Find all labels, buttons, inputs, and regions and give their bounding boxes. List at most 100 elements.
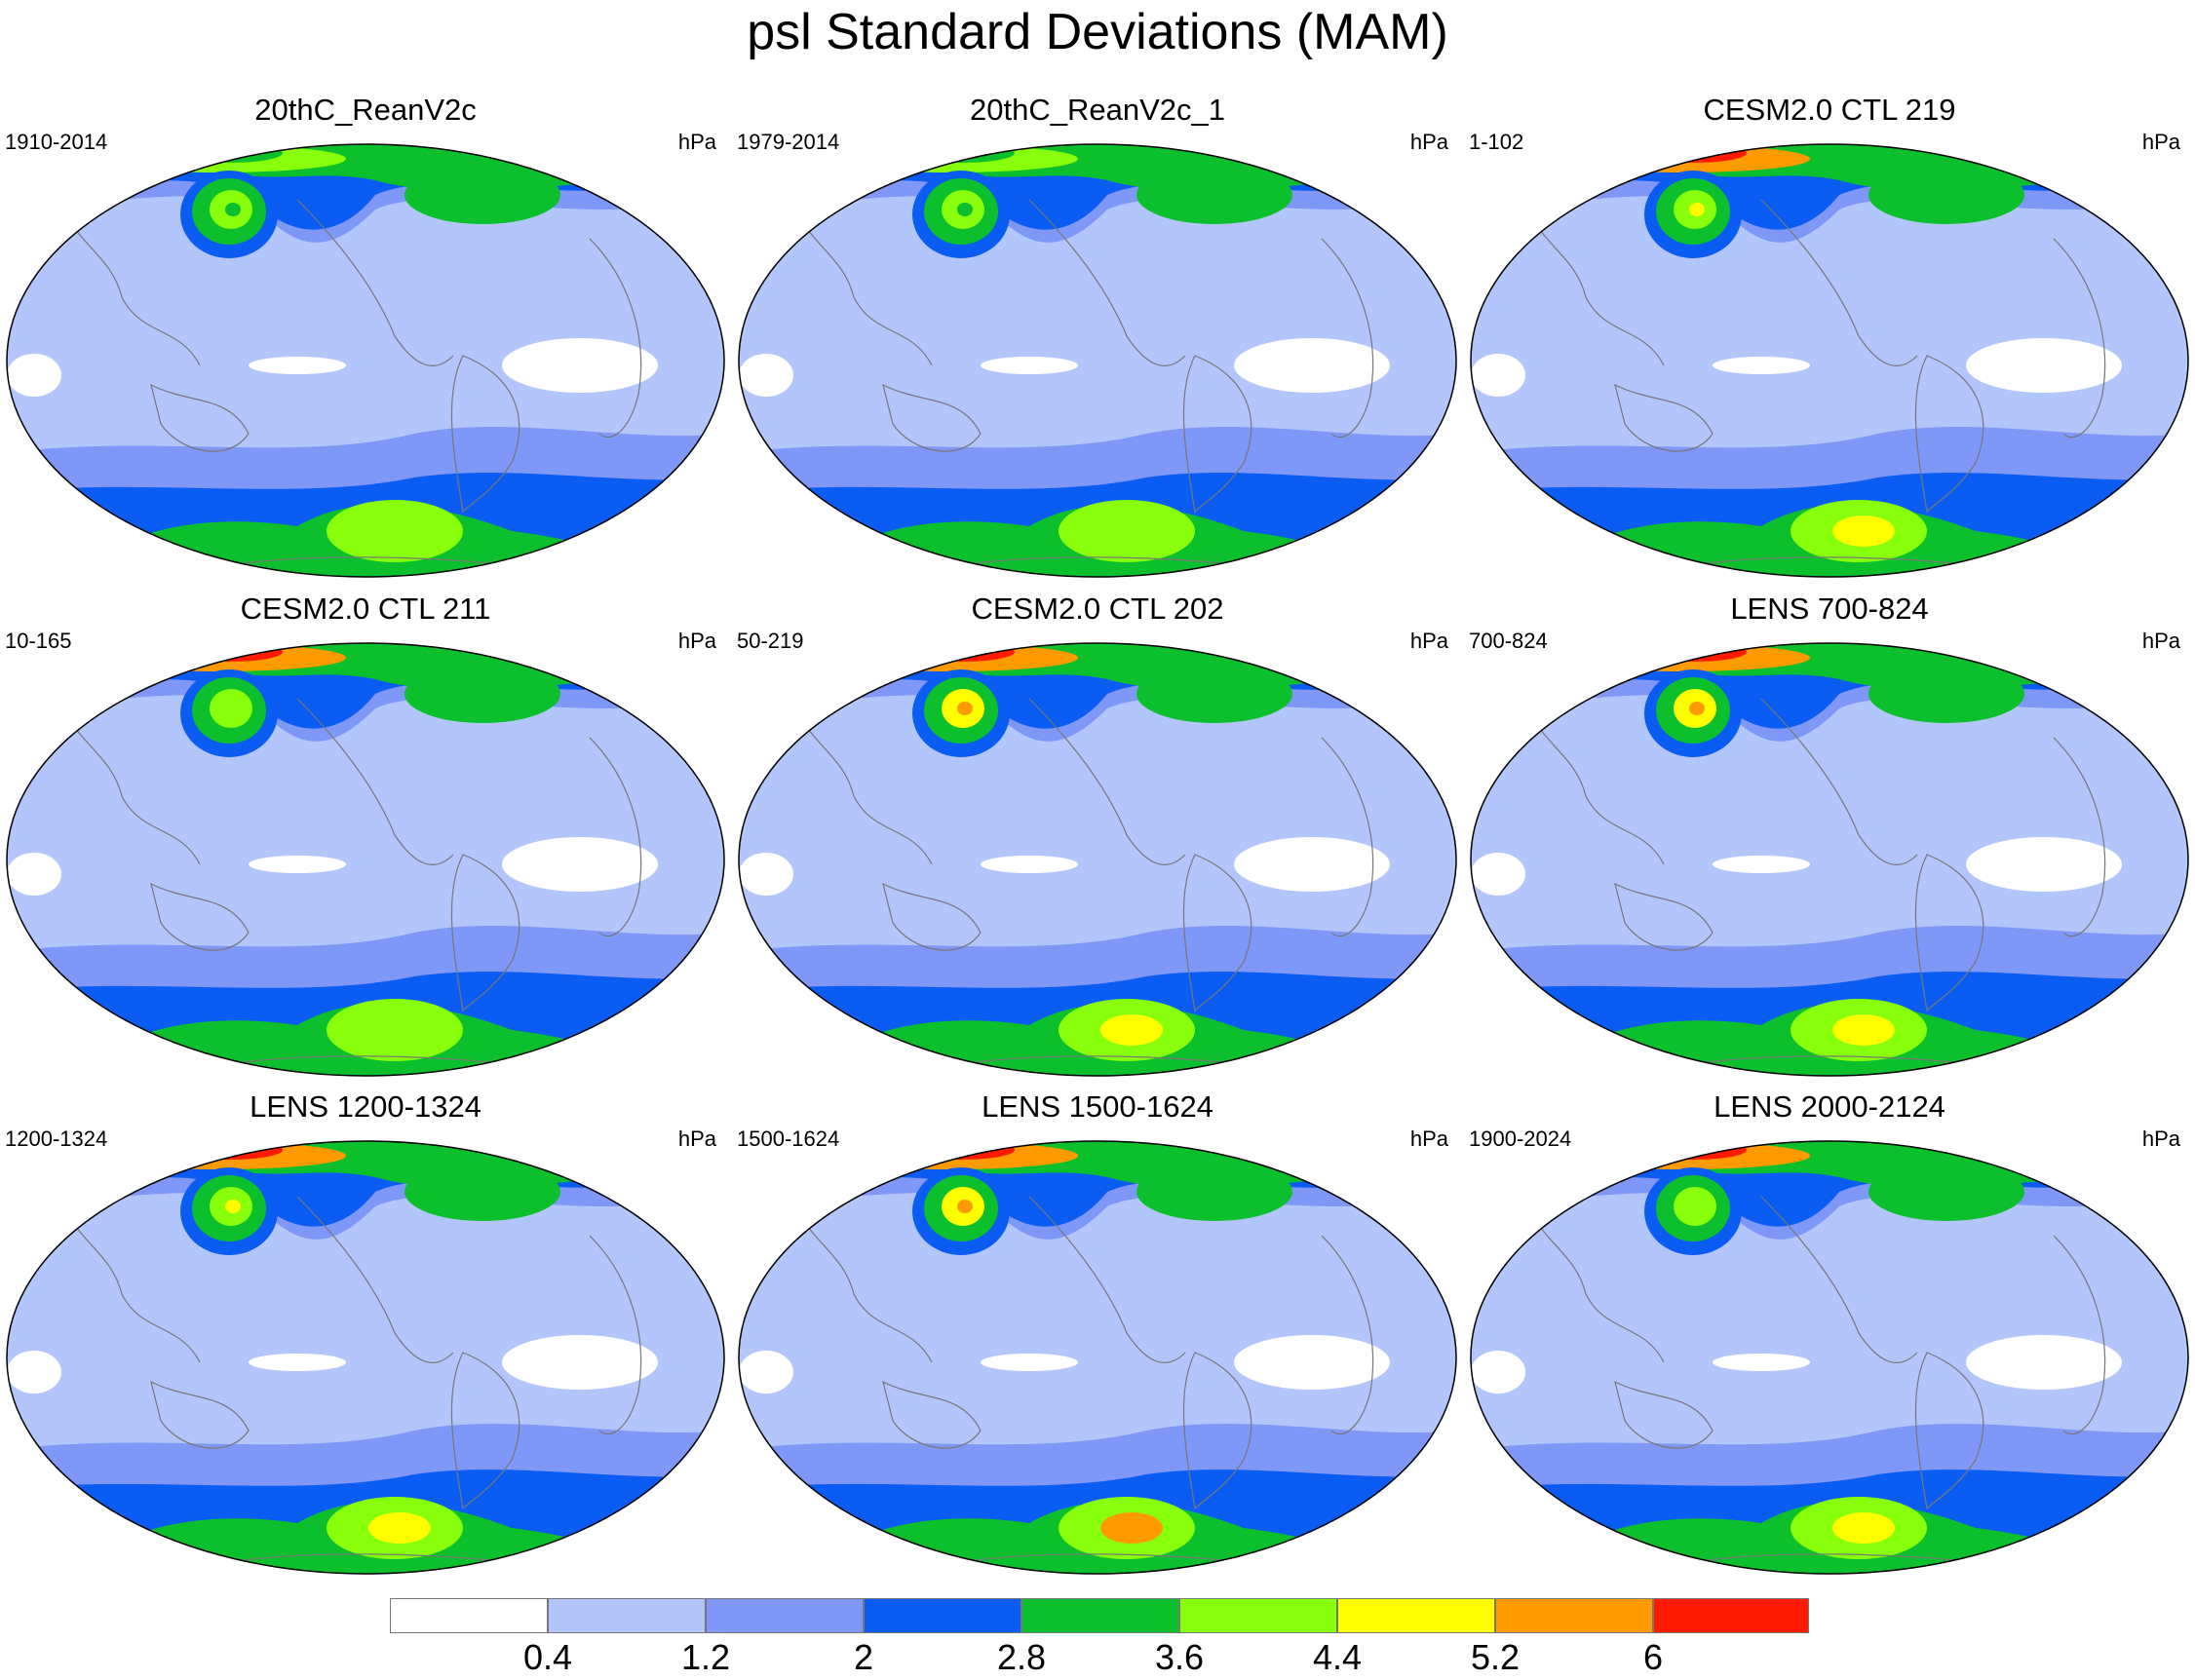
arctic-high-outer xyxy=(825,1142,1078,1169)
colorbar-label: 4.4 xyxy=(1312,1637,1363,1677)
panel-units: hPa xyxy=(1409,130,1448,154)
coastline-south-america xyxy=(450,1352,520,1510)
contour-map xyxy=(6,1140,725,1575)
coastline-africa xyxy=(1321,238,1374,439)
coastline-asia xyxy=(62,1205,201,1363)
panel-units: hPa xyxy=(677,1126,716,1151)
coastlines xyxy=(1526,199,2106,571)
arctic-high-outer xyxy=(93,644,346,671)
coastline-south-america xyxy=(1914,355,1984,514)
map-fill xyxy=(1471,144,2188,577)
map-fill xyxy=(739,144,1456,577)
coastline-africa xyxy=(1321,1235,1374,1435)
panel-title: LENS 1500-1624 xyxy=(982,1089,1213,1124)
arctic-high-outer xyxy=(93,145,346,172)
low-variance-patch xyxy=(981,357,1078,374)
coastline-australia xyxy=(1614,882,1714,951)
coastline-south-america xyxy=(1914,854,1984,1012)
contour-map xyxy=(738,642,1457,1077)
coastline-north-america xyxy=(296,199,454,366)
coastline-south-america xyxy=(450,355,520,514)
low-variance-patch xyxy=(1234,837,1390,892)
colorbar: 0.4 1.2 2 2.8 3.6 4.4 5.2 6 xyxy=(390,1598,1809,1680)
pacific-center-core xyxy=(1689,1200,1705,1213)
low-variance-patch xyxy=(502,1335,658,1390)
colorbar-box xyxy=(1179,1598,1337,1633)
contour-map xyxy=(738,143,1457,578)
colorbar-label: 3.6 xyxy=(1154,1637,1205,1677)
south-center-core xyxy=(1832,1014,1895,1046)
coastline-asia xyxy=(794,209,933,366)
coastlines xyxy=(1526,698,2106,1070)
arctic-high-outer xyxy=(93,1142,346,1169)
coastline-australia xyxy=(150,882,250,951)
contour-map xyxy=(1470,143,2189,578)
coastline-asia xyxy=(62,707,201,865)
south-center-core xyxy=(368,1014,431,1046)
low-variance-patch xyxy=(249,1354,346,1371)
map-panel-9: LENS 2000-2124 1900-2024 hPa xyxy=(1469,1089,2190,1577)
pacific-center-core xyxy=(957,1200,973,1213)
contour-map xyxy=(738,1140,1457,1575)
colorbar-box xyxy=(548,1598,706,1633)
colorbar-label: 6 xyxy=(1642,1637,1664,1677)
atlantic-center xyxy=(1868,1163,2024,1221)
panel-period: 1979-2014 xyxy=(737,130,840,154)
pacific-center-core xyxy=(1689,702,1705,715)
south-center-core xyxy=(1100,515,1163,547)
map-outline xyxy=(738,143,1457,578)
arctic-high-outer xyxy=(1557,145,1810,172)
coastline-asia xyxy=(794,1205,933,1363)
coastline-south-america xyxy=(1182,854,1252,1012)
coastline-north-america xyxy=(1760,1196,1918,1363)
low-variance-patch xyxy=(1471,1351,1525,1394)
panel-title: LENS 2000-2124 xyxy=(1714,1089,1945,1124)
pacific-center-core xyxy=(957,203,973,216)
coastline-africa xyxy=(2053,238,2106,439)
coastline-asia xyxy=(794,707,933,865)
low-variance-patch xyxy=(7,853,61,896)
panel-title: 20thC_ReanV2c xyxy=(254,93,477,127)
pacific-center-core xyxy=(225,203,241,216)
colorbar-label: 2.8 xyxy=(996,1637,1047,1677)
panel-period: 1910-2014 xyxy=(5,130,108,154)
map-panel-7: LENS 1200-1324 1200-1324 hPa xyxy=(5,1089,726,1577)
coastline-south-america xyxy=(450,854,520,1012)
low-variance-patch xyxy=(1713,1354,1810,1371)
panel-period: 1-102 xyxy=(1469,130,1524,154)
panel-period: 50-219 xyxy=(737,629,804,653)
pacific-center-core xyxy=(957,702,973,715)
atlantic-center xyxy=(1868,166,2024,224)
low-variance-patch xyxy=(981,856,1078,873)
coastline-australia xyxy=(1614,1380,1714,1449)
coastline-north-america xyxy=(1028,698,1186,865)
figure-title: psl Standard Deviations (MAM) xyxy=(747,4,1448,60)
colorbar-box xyxy=(390,1598,548,1633)
panel-units: hPa xyxy=(2141,629,2180,653)
panel-period: 10-165 xyxy=(5,629,72,653)
low-variance-patch xyxy=(981,1354,1078,1371)
panel-units: hPa xyxy=(1409,1126,1448,1151)
contour-map xyxy=(1470,642,2189,1077)
south-center-core xyxy=(368,515,431,547)
map-fill xyxy=(739,1141,1456,1574)
panel-title: 20thC_ReanV2c_1 xyxy=(970,93,1225,127)
coastline-africa xyxy=(1321,737,1374,937)
panel-units: hPa xyxy=(1409,629,1448,653)
colorbar-label: 5.2 xyxy=(1470,1637,1521,1677)
map-fill xyxy=(7,1141,724,1574)
coastline-north-america xyxy=(1760,199,1918,366)
contour-map xyxy=(6,143,725,578)
coastline-asia xyxy=(62,209,201,366)
atlantic-center xyxy=(404,1163,560,1221)
coastline-north-america xyxy=(1028,1196,1186,1363)
coastline-north-america xyxy=(1028,199,1186,366)
colorbar-box xyxy=(1021,1598,1179,1633)
coastline-australia xyxy=(882,882,982,951)
low-variance-patch xyxy=(1471,354,1525,397)
panel-title: CESM2.0 CTL 211 xyxy=(240,592,491,626)
panel-units: hPa xyxy=(677,629,716,653)
colorbar-box xyxy=(706,1598,864,1633)
low-variance-patch xyxy=(249,357,346,374)
coastline-north-america xyxy=(296,1196,454,1363)
